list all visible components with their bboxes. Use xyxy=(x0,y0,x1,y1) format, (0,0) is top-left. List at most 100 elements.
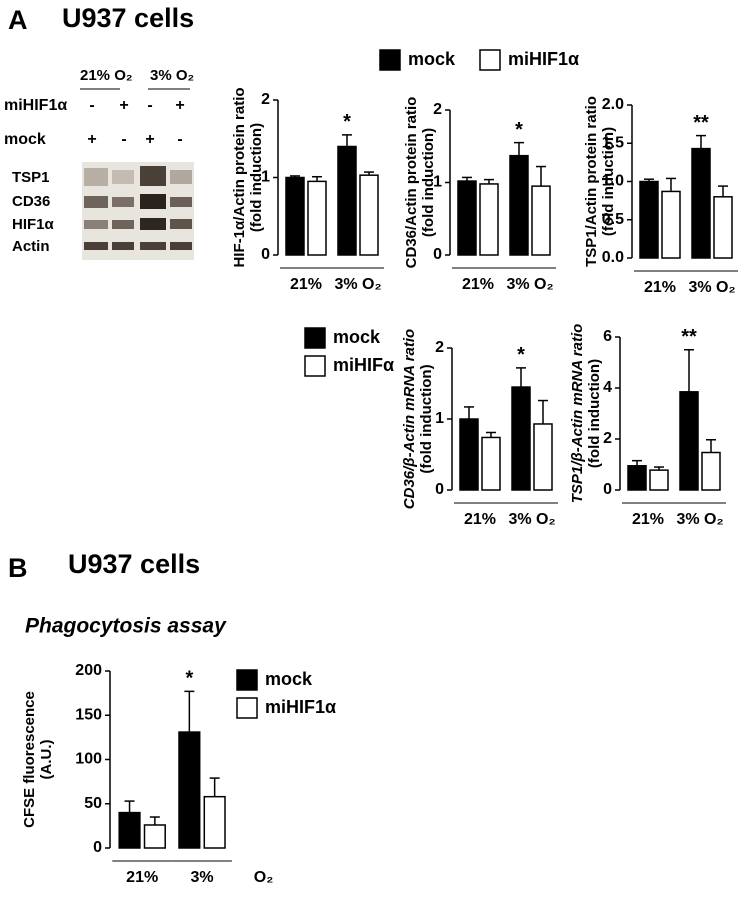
group-label: 3% O₂ xyxy=(506,276,553,293)
significance: ** xyxy=(681,326,697,348)
bar xyxy=(143,824,166,849)
y-tick-label: 0.0 xyxy=(602,249,624,266)
y-axis-label: (fold induction) xyxy=(600,127,617,236)
y-tick-label: 2 xyxy=(261,91,270,108)
legend-label: miHIF1α xyxy=(265,697,336,717)
significance: ** xyxy=(693,112,709,134)
bar xyxy=(178,731,201,849)
bar xyxy=(118,811,141,849)
group-label: 3% xyxy=(190,869,213,886)
blot-condition: 3% O₂ xyxy=(150,67,194,84)
blot-sign: + xyxy=(119,97,128,114)
legend-label: mock xyxy=(408,49,456,69)
group-label: 3% O₂ xyxy=(508,511,555,528)
y-axis-label: (fold induction) xyxy=(586,359,603,468)
blot-image xyxy=(82,162,194,260)
y-axis-label: CFSE fluorescence xyxy=(21,691,38,828)
y-tick-label: 0 xyxy=(435,481,444,498)
group-label: 21% xyxy=(644,279,676,296)
legend-label: mock xyxy=(265,669,313,689)
y-axis-label: (fold induction) xyxy=(418,364,435,473)
bar xyxy=(509,154,529,256)
band-label: Actin xyxy=(12,238,50,255)
bar xyxy=(661,190,681,259)
significance: * xyxy=(517,344,525,366)
significance: * xyxy=(515,119,523,141)
bar xyxy=(679,391,699,491)
bar xyxy=(713,196,733,259)
y-axis-label: CD36/β-Actin mRNA ratio xyxy=(401,329,418,509)
unit-label: O₂ xyxy=(254,869,274,886)
y-tick-label: 50 xyxy=(84,795,102,812)
chart-title: Phagocytosis assay xyxy=(25,615,227,638)
significance: * xyxy=(185,668,193,690)
blot-sign: + xyxy=(87,131,96,148)
legend-label: miHIF1α xyxy=(508,49,579,69)
bar xyxy=(511,386,531,491)
blot-sign: - xyxy=(147,97,152,114)
bar xyxy=(459,418,479,491)
y-axis-label: TSP1/β-Actin mRNA ratio xyxy=(569,324,586,504)
bar xyxy=(533,423,553,491)
y-axis-label: HIF-1α/Actin protein ratio xyxy=(231,87,248,267)
legend-label: mock xyxy=(333,327,381,347)
y-tick-label: 2 xyxy=(433,101,442,118)
panel-title: U937 cells xyxy=(68,549,200,579)
group-label: 3% O₂ xyxy=(688,279,735,296)
bar xyxy=(479,183,499,256)
legend-swatch xyxy=(479,49,501,71)
blot-sign: - xyxy=(89,97,94,114)
panel-letter: A xyxy=(8,5,28,35)
group-label: 21% xyxy=(462,276,494,293)
y-tick-label: 6 xyxy=(603,328,612,345)
bar xyxy=(481,436,501,491)
blot-sign: + xyxy=(175,97,184,114)
legend-label: miHIFα xyxy=(333,355,394,375)
y-tick-label: 4 xyxy=(603,379,612,396)
bar xyxy=(649,469,669,491)
bar xyxy=(627,465,647,491)
y-tick-label: 1 xyxy=(261,169,270,186)
band-label: CD36 xyxy=(12,193,50,210)
y-axis-label: TSP1/Actin protein ratio xyxy=(583,96,600,267)
blot-condition: 21% O₂ xyxy=(80,67,133,84)
y-axis-label: (A.U.) xyxy=(38,740,55,780)
panel-letter: B xyxy=(8,553,28,583)
legend-swatch xyxy=(379,49,401,71)
y-tick-label: 0.5 xyxy=(602,211,624,228)
y-tick-label: 150 xyxy=(75,706,102,723)
significance: * xyxy=(343,111,351,133)
group-label: 21% xyxy=(632,511,664,528)
y-axis-label: (fold induction) xyxy=(420,128,437,237)
blot-row-label: mock xyxy=(4,131,46,148)
y-tick-label: 1 xyxy=(433,174,442,191)
legend-swatch xyxy=(304,327,326,349)
bar xyxy=(457,180,477,256)
y-tick-label: 1 xyxy=(435,410,444,427)
bar xyxy=(359,174,379,256)
group-label: 21% xyxy=(126,869,158,886)
panel-title: U937 cells xyxy=(62,3,194,33)
group-label: 3% O₂ xyxy=(676,511,723,528)
bar xyxy=(337,145,357,256)
y-tick-label: 0 xyxy=(433,246,442,263)
blot-row-label: miHIF1α xyxy=(4,97,67,114)
y-tick-label: 1.5 xyxy=(602,134,624,151)
y-tick-label: 2 xyxy=(603,430,612,447)
y-axis-label: (fold induction) xyxy=(248,123,265,232)
group-label: 21% xyxy=(464,511,496,528)
y-tick-label: 2 xyxy=(435,339,444,356)
bar xyxy=(691,147,711,259)
blot-sign: - xyxy=(121,131,126,148)
bar xyxy=(285,176,305,256)
y-tick-label: 1.0 xyxy=(602,173,624,190)
y-tick-label: 0 xyxy=(261,246,270,263)
y-tick-label: 100 xyxy=(75,751,102,768)
y-tick-label: 0 xyxy=(603,481,612,498)
band-label: HIF1α xyxy=(12,216,55,233)
legend-swatch xyxy=(304,355,326,377)
legend-swatch xyxy=(236,669,258,691)
bar xyxy=(531,185,551,256)
group-label: 3% O₂ xyxy=(334,276,381,293)
bar xyxy=(307,180,327,256)
